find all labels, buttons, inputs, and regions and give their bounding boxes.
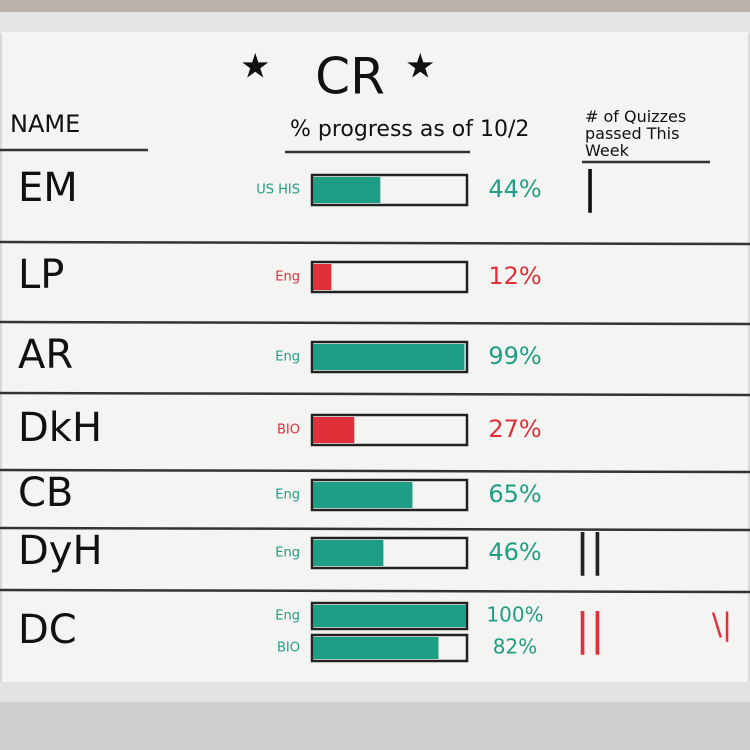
subject-label: Eng [275,488,300,503]
progress-label: 12% [488,262,541,290]
star: ★ [240,47,270,87]
star: ★ [405,47,435,87]
subject-label: BIO [277,423,300,438]
progress-label: 44% [488,175,541,203]
row-separator [0,240,750,246]
student-name: LP [18,252,64,298]
row-separator [0,588,750,594]
progress-bar-outline [310,413,469,447]
progress-label: 100% [486,603,543,627]
progress-bar [313,177,381,203]
progress-label: 27% [488,415,541,443]
progress-bar-outline [310,340,469,374]
student-name: DkH [18,405,102,451]
row-separator [0,468,750,474]
subject-label: Eng [275,609,300,624]
board-frame-top [0,12,750,34]
student-name: EM [18,165,78,211]
progress-bar-outline [310,173,469,207]
progress-label: 65% [488,480,541,508]
progress-bar-outline [310,260,469,294]
subject-label: Eng [275,546,300,561]
progress-bar-outline [310,633,469,663]
row-separator [0,320,750,326]
subject-label: Eng [275,270,300,285]
quiz-tally: | [583,162,598,213]
student-name: DyH [18,528,103,574]
progress-bar-outline [310,478,469,512]
student-name: CB [18,470,73,516]
progress-bar [313,344,465,370]
subject-label: Eng [275,350,300,365]
name-header: NAME [10,110,80,138]
quiz-tally-extra: \| [712,608,732,643]
quizzes-header-box: # of Quizzes passed This Week [585,108,687,160]
background-bottom [0,702,750,750]
progress-bar [313,264,332,290]
quizzes-header: # of Quizzes passed This Week [585,108,687,160]
quiz-tally: || [575,604,605,655]
progress-label: 82% [493,635,537,659]
progress-bar-outline [310,601,469,631]
student-name: DC [18,607,77,653]
row-separator [0,391,750,397]
progress-label: 46% [488,538,541,566]
rows: EM US HIS 44% | LP Eng 12% AR Eng 99% DkH BIO 27% CB E… [0,162,750,663]
row-separator [0,526,750,532]
board-frame-bottom [0,682,750,702]
progress-bar [313,482,413,508]
progress-bar [313,417,355,443]
subject-label: BIO [277,641,300,656]
student-name: AR [18,332,73,378]
progress-bar [313,540,384,566]
progress-bar [313,605,466,627]
progress-bar [313,637,439,659]
title: CR [315,48,385,106]
subject-label: US HIS [256,183,300,198]
progress-header: % progress as of 10/2 [290,117,529,142]
progress-bar-outline [310,536,469,570]
quiz-tally: || [575,525,605,576]
progress-label: 99% [488,342,541,370]
